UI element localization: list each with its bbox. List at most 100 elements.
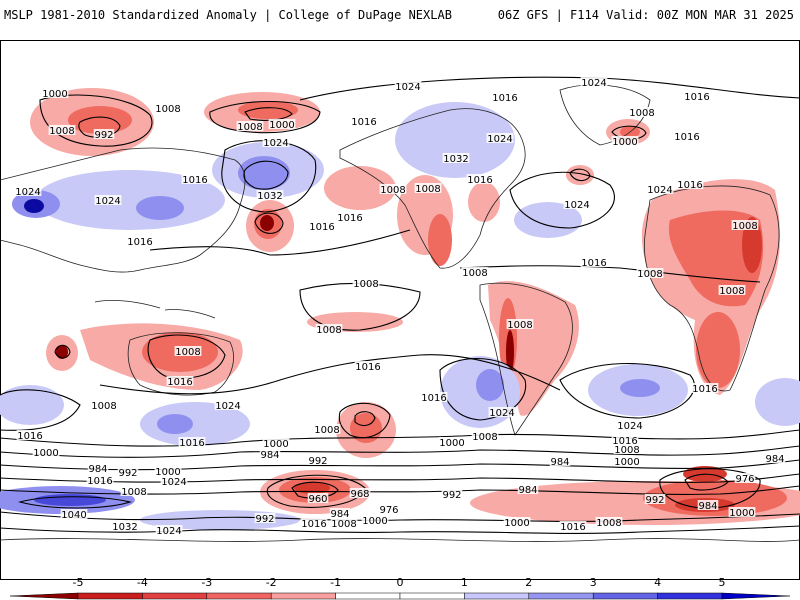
contour-label-bg (307, 493, 329, 503)
contour-label-bg (268, 119, 296, 129)
coast-africa (644, 185, 780, 392)
contour-label: 1024 (647, 185, 672, 196)
coast-eurasia (0, 147, 246, 273)
contour-label-bg (559, 521, 587, 531)
contour-label: 1016 (692, 384, 717, 395)
contour-label: 1008 (331, 519, 356, 530)
contour-label: 1008 (629, 108, 654, 119)
colorbar-arrow-max (721, 592, 791, 600)
contour-label-bg (181, 174, 209, 184)
contour-label-bg (563, 199, 591, 209)
contour-label: 1024 (581, 78, 606, 89)
neg-anomaly-bering-core (238, 101, 298, 119)
contour-label-bg (262, 438, 290, 448)
contour-label: 1008 (614, 445, 639, 456)
neg-anomaly-mexico (428, 214, 452, 266)
contour-label-bg (160, 476, 188, 486)
contour-label-bg (315, 324, 343, 334)
contour-label-bg (611, 136, 639, 146)
contour-label-bg (517, 484, 539, 494)
colorbar-segment (77, 592, 143, 600)
isobar-bering-low-inner (244, 107, 293, 121)
contour-label-bg (236, 121, 264, 131)
contour-label: 992 (255, 514, 274, 525)
contour-label-bg (691, 383, 719, 393)
colorbar-tick-labels: -5 -4 -3 -2 -1 0 1 2 3 4 5 (73, 576, 726, 589)
contour-label-bg (764, 453, 786, 463)
pos-anomaly-south-of-australia (140, 402, 250, 446)
contour-label-bg (48, 125, 76, 135)
colorbar-segment (592, 592, 658, 600)
colorbar-segment (270, 592, 336, 600)
isobar-sh-1016 (99, 354, 561, 395)
contour-label-bg (254, 513, 276, 523)
contour-label-bg (330, 518, 358, 528)
contour-label: 1024 (215, 401, 240, 412)
isobar-sh-992-band (0, 473, 800, 483)
contour-label-bg (683, 91, 711, 101)
contour-label-bg (378, 504, 400, 514)
contour-label-bg (673, 131, 701, 141)
pos-anomaly-europe-core (24, 199, 44, 213)
contour-label-bg (580, 77, 608, 87)
contour-label: 1008 (155, 104, 180, 115)
pos-anomaly-siberia-mid (136, 196, 184, 220)
contour-label-bg (676, 179, 704, 189)
neg-anomaly-indian-ocean-core (56, 345, 68, 359)
contour-label: 1008 (237, 122, 262, 133)
contour-label: 1016 (492, 93, 517, 104)
colorbar-tick-label: 1 (461, 576, 468, 589)
contour-label-bg (166, 376, 194, 386)
isobar-se-pacific-high (439, 358, 527, 421)
contour-label: 984 (698, 501, 717, 512)
header: MSLP 1981-2010 Standardized Anomaly | Co… (0, 0, 800, 30)
neg-anomaly-pacific-low-core (260, 215, 274, 231)
map-title: MSLP 1981-2010 Standardized Anomaly | Co… (4, 8, 452, 22)
contour-label-bg (349, 488, 371, 498)
contour-label: 1008 (314, 425, 339, 436)
isobar-pacific-high-inner (243, 160, 289, 190)
contour-label: 984 (550, 457, 569, 468)
contour-label-bg (262, 137, 290, 147)
contour-label-bg (471, 431, 499, 441)
contour-label: 1016 (560, 522, 585, 533)
contour-label-bg (336, 212, 364, 222)
contour-label-bg (120, 486, 148, 496)
contour-label: 984 (518, 485, 537, 496)
contour-label: 1016 (674, 132, 699, 143)
contour-label-bg (488, 407, 516, 417)
pos-anomaly-south-atlantic-mid (620, 379, 660, 397)
contour-label-bg (616, 420, 644, 430)
pos-anomaly-antarctic-core (34, 494, 106, 506)
contour-label: 1016 (421, 393, 446, 404)
contour-label: 1016 (684, 92, 709, 103)
contour-label: 992 (94, 130, 113, 141)
contour-label-bg (611, 435, 639, 445)
contour-label: 1024 (487, 134, 512, 145)
contour-label-bg (438, 437, 466, 447)
neg-anomaly-africa-mid (668, 210, 764, 307)
colorbar-tick-label: -1 (330, 576, 341, 589)
colorbar-tick-label: -4 (137, 576, 148, 589)
contour-label: 1024 (489, 408, 514, 419)
contour-label: 1000 (263, 439, 288, 450)
contour-label-bg (111, 521, 139, 531)
contour-label-bg (549, 456, 571, 466)
contour-label: 1008 (91, 401, 116, 412)
contour-label-bg (628, 107, 656, 117)
isobar-so-low-east-inner (684, 473, 729, 491)
contour-label-bg (441, 489, 463, 499)
colorbar: -5 -4 -3 -2 -1 0 1 2 3 4 5 (9, 576, 791, 600)
contour-label: 1008 (49, 126, 74, 137)
contour-label-bg (506, 319, 534, 329)
contour-label-bg (307, 455, 329, 465)
colorbar-bar (9, 592, 791, 600)
contour-label-bg (87, 463, 109, 473)
contour-label: 1024 (263, 138, 288, 149)
neg-anomaly-nw-asia-core (68, 106, 132, 134)
contour-label-bg (16, 430, 44, 440)
contour-label-bg (414, 183, 442, 193)
contour-label: 1040 (61, 510, 86, 521)
contour-label: 1024 (161, 477, 186, 488)
